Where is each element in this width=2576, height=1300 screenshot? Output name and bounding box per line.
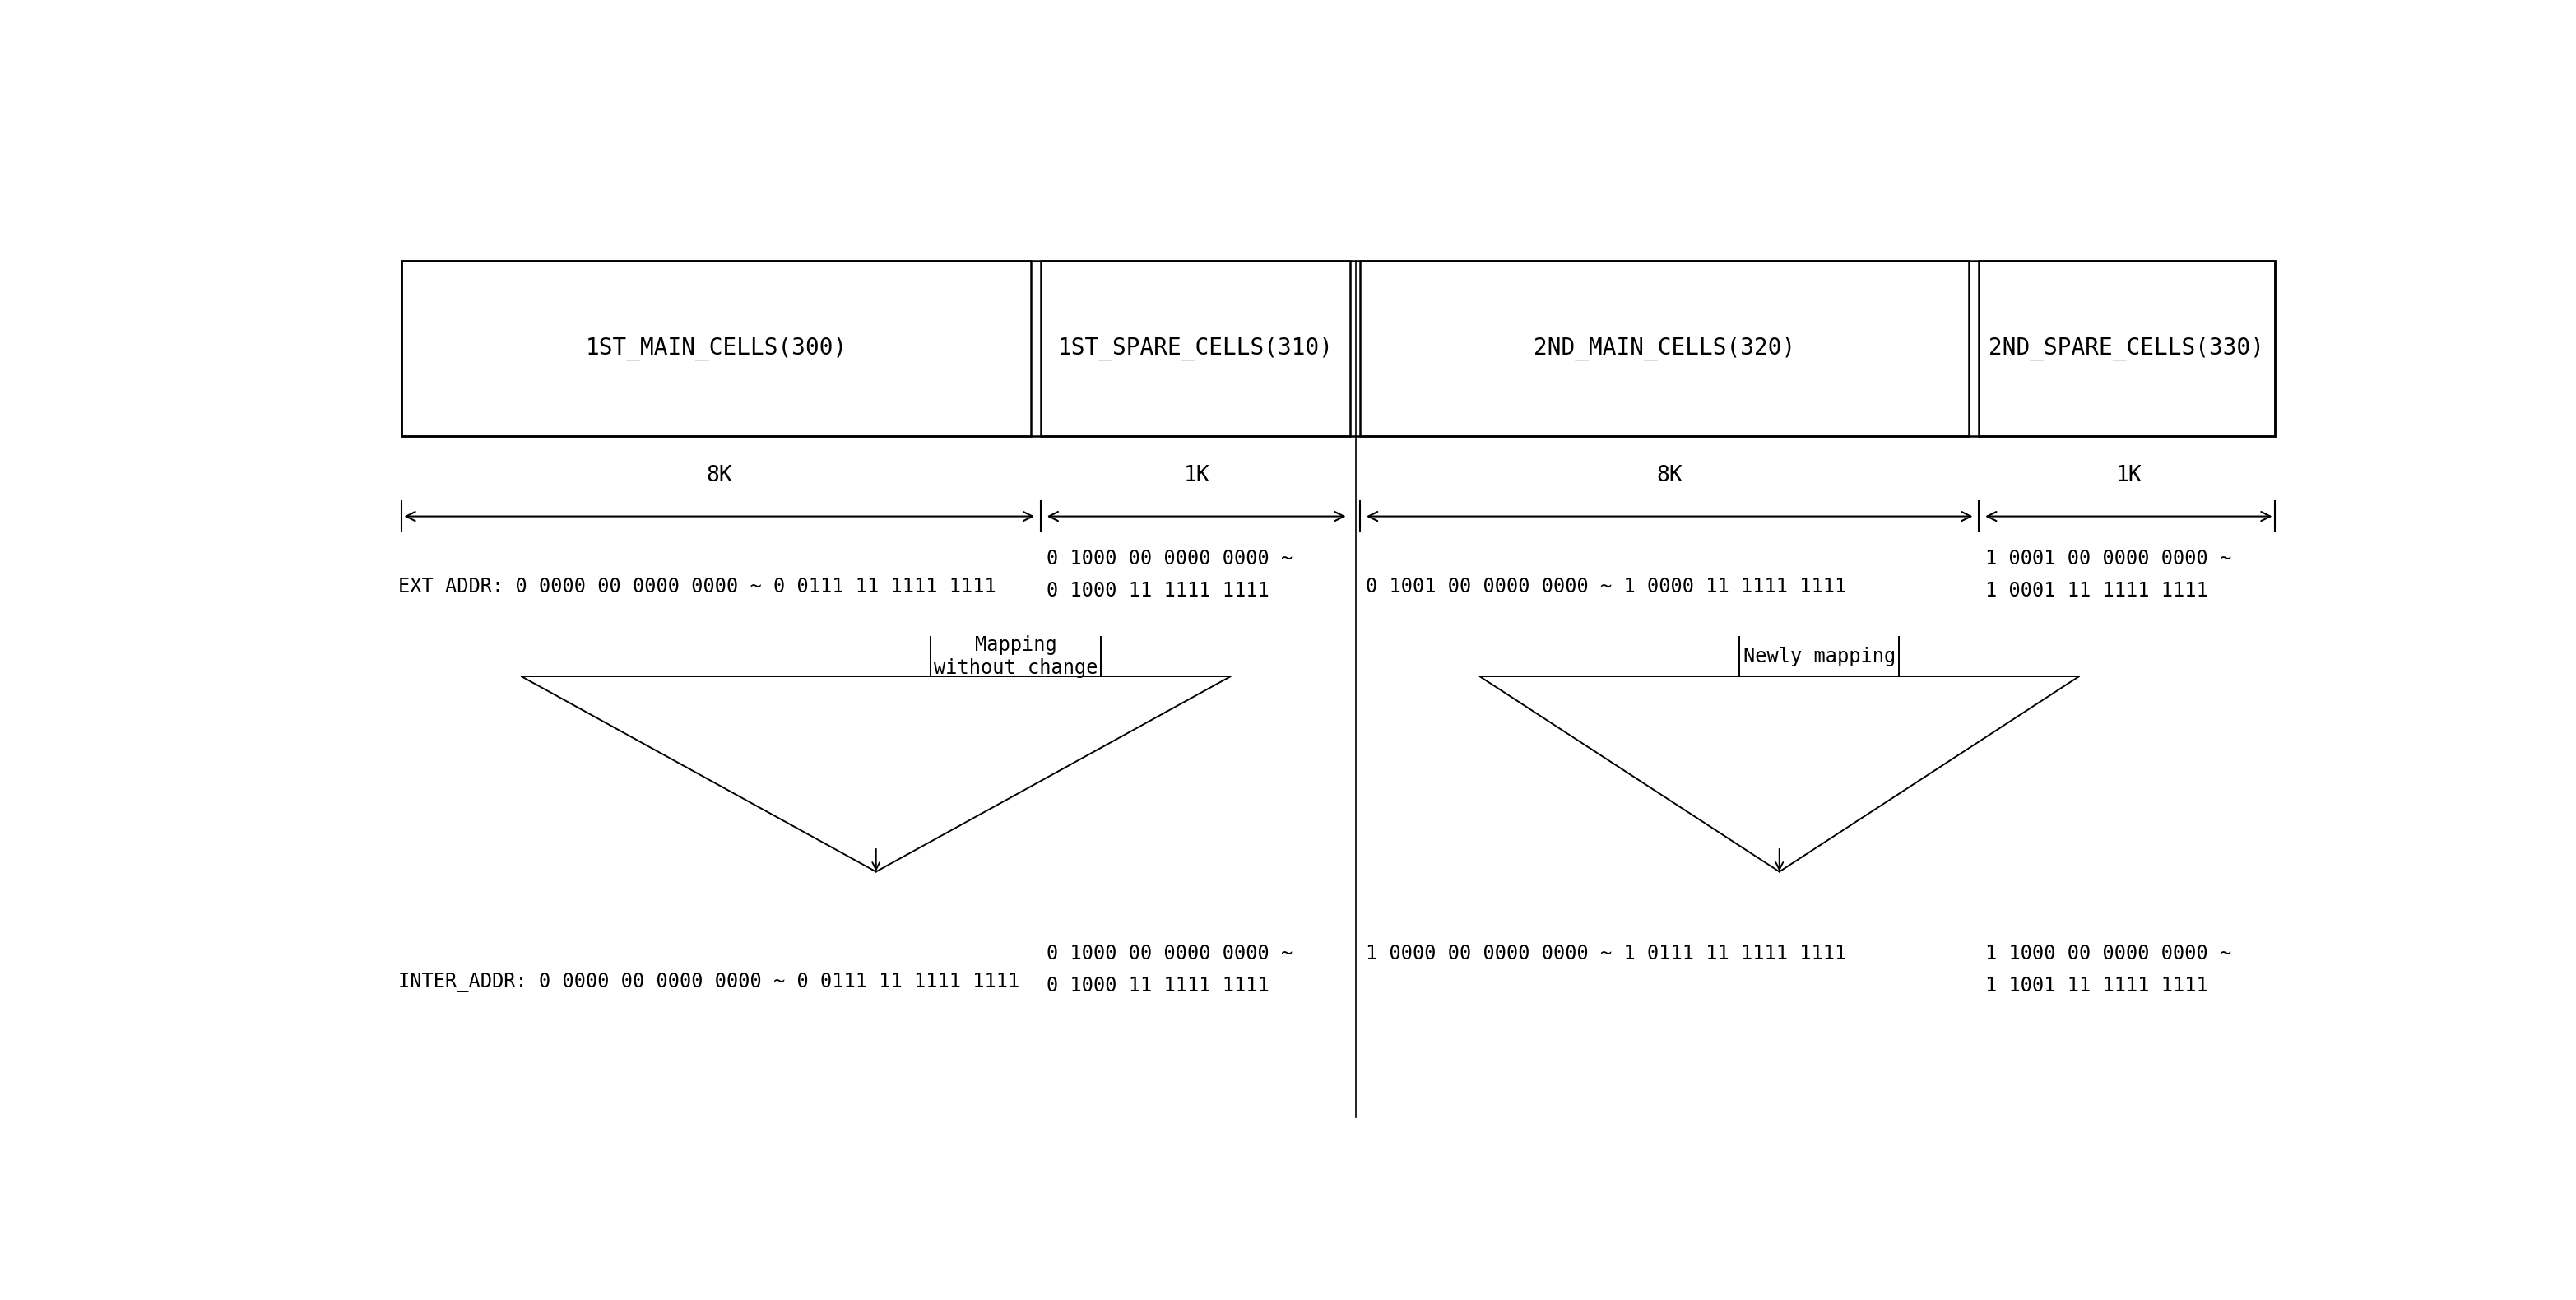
Text: 1K: 1K	[2115, 465, 2141, 486]
Text: 2ND_MAIN_CELLS(320): 2ND_MAIN_CELLS(320)	[1533, 337, 1795, 360]
Text: 0 1000 00 0000 0000 ~: 0 1000 00 0000 0000 ~	[1046, 549, 1293, 568]
Text: 1 1001 11 1111 1111: 1 1001 11 1111 1111	[1986, 976, 2208, 996]
Bar	[402, 261, 2275, 437]
Bar	[402, 261, 1030, 437]
Text: 8K: 8K	[706, 465, 732, 486]
Text: 1 0000 00 0000 0000 ~ 1 0111 11 1111 1111: 1 0000 00 0000 0000 ~ 1 0111 11 1111 111…	[1365, 944, 1847, 963]
Text: 0 1000 11 1111 1111: 0 1000 11 1111 1111	[1046, 581, 1270, 601]
Text: 0 1000 00 0000 0000 ~: 0 1000 00 0000 0000 ~	[1046, 944, 1293, 963]
Text: 1 1000 00 0000 0000 ~: 1 1000 00 0000 0000 ~	[1986, 944, 2231, 963]
Text: 0 1001 00 0000 0000 ~ 1 0000 11 1111 1111: 0 1001 00 0000 0000 ~ 1 0000 11 1111 111…	[1365, 577, 1847, 597]
Bar	[1978, 261, 2275, 437]
Text: Mapping
without change: Mapping without change	[933, 636, 1097, 677]
Text: 1ST_MAIN_CELLS(300): 1ST_MAIN_CELLS(300)	[585, 337, 848, 360]
Text: 1K: 1K	[1182, 465, 1211, 486]
Text: 1 0001 11 1111 1111: 1 0001 11 1111 1111	[1986, 581, 2208, 601]
Text: 8K: 8K	[1656, 465, 1682, 486]
Text: 0 1000 11 1111 1111: 0 1000 11 1111 1111	[1046, 976, 1270, 996]
Text: EXT_ADDR: 0 0000 00 0000 0000 ~ 0 0111 11 1111 1111: EXT_ADDR: 0 0000 00 0000 0000 ~ 0 0111 1…	[397, 577, 997, 597]
Bar	[1041, 261, 1350, 437]
Text: 1 0001 00 0000 0000 ~: 1 0001 00 0000 0000 ~	[1986, 549, 2231, 568]
Text: 1ST_SPARE_CELLS(310): 1ST_SPARE_CELLS(310)	[1059, 337, 1334, 360]
Text: INTER_ADDR: 0 0000 00 0000 0000 ~ 0 0111 11 1111 1111: INTER_ADDR: 0 0000 00 0000 0000 ~ 0 0111…	[397, 972, 1020, 992]
Bar	[1360, 261, 1968, 437]
Text: Newly mapping: Newly mapping	[1744, 646, 1896, 667]
Text: 2ND_SPARE_CELLS(330): 2ND_SPARE_CELLS(330)	[1989, 337, 2264, 360]
